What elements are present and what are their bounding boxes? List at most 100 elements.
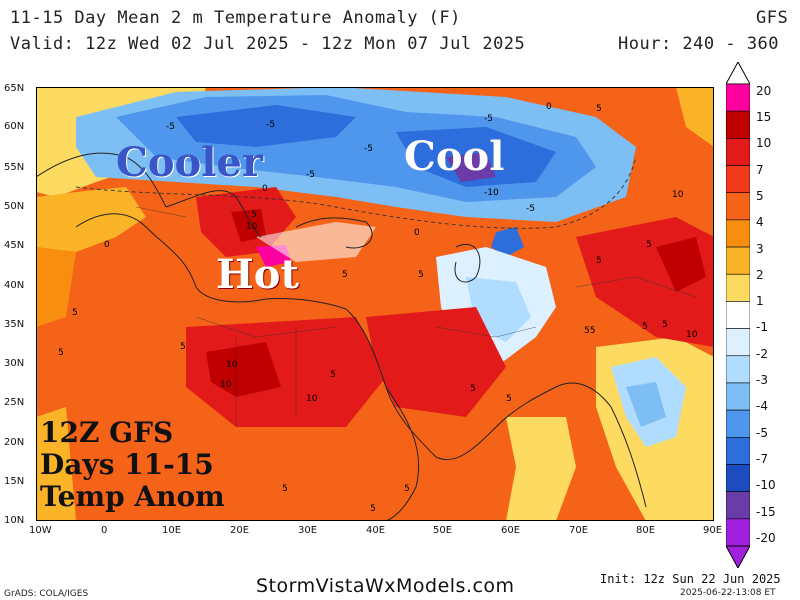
zone-iberia <box>36 247 76 327</box>
lon-label-20e: 20E <box>230 525 250 536</box>
colorbar-bottom-arrow <box>726 545 750 568</box>
lon-label-60e: 60E <box>501 525 521 536</box>
stamp-line-model: 12Z GFS <box>40 416 174 449</box>
contour-label: -5 <box>166 122 175 132</box>
lat-label-45n: 45N <box>4 240 25 251</box>
zone-sahara-core <box>206 342 281 397</box>
contour-label: 5 <box>470 384 476 394</box>
site-credit: StormVistaWxModels.com <box>256 575 515 597</box>
colorbar-label: -10 <box>756 478 776 492</box>
colorbar-label: -7 <box>756 452 768 466</box>
colorbar-step <box>726 436 750 465</box>
model-stamp: 12Z GFS Days 11-15 Temp Anom <box>40 417 225 513</box>
contour-label: 5 <box>251 210 257 220</box>
colorbar-label: 1 <box>756 294 764 308</box>
contour-label: 5 <box>418 270 424 280</box>
lat-label-65n: 65N <box>4 83 25 94</box>
colorbar-label: -1 <box>756 320 768 334</box>
render-timestamp: 2025-06-22-13:08 ET <box>680 588 776 598</box>
map-title: 11-15 Day Mean 2 m Temperature Anomaly (… <box>10 8 461 28</box>
colorbar-label: 2 <box>756 268 764 282</box>
contour-label: 0 <box>414 228 420 238</box>
colorbar-label: -2 <box>756 347 768 361</box>
contour-label: 5 <box>596 104 602 114</box>
lat-label-15n: 15N <box>4 476 25 487</box>
colorbar-step <box>726 409 750 438</box>
contour-label: 5 <box>72 308 78 318</box>
lon-label-30e: 30E <box>298 525 318 536</box>
cooler-annotation: Cooler <box>116 139 263 186</box>
colorbar-label: -20 <box>756 531 776 545</box>
colorbar-step <box>726 192 750 221</box>
colorbar-label: -4 <box>756 399 768 413</box>
contour-label: 10 <box>672 190 684 200</box>
lon-label-80e: 80E <box>636 525 656 536</box>
stamp-line-variable: Temp Anom <box>40 480 225 513</box>
colorbar-label: -3 <box>756 373 768 387</box>
colorbar-step <box>726 491 750 520</box>
colorbar-step <box>726 328 750 357</box>
contour-label: -5 <box>364 144 373 154</box>
lat-label-20n: 20N <box>4 437 25 448</box>
contour-label: 0 <box>262 184 268 194</box>
zone-china-core <box>656 237 706 292</box>
zone-coldest <box>446 152 496 182</box>
colorbar-label: 3 <box>756 242 764 256</box>
colorbar-label: 15 <box>756 110 772 124</box>
contour-label: 5 <box>642 322 648 332</box>
lat-label-40n: 40N <box>4 280 25 291</box>
contour-label: -5 <box>526 204 535 214</box>
cool-annotation: Cool <box>404 133 505 180</box>
contour-label: 10 <box>306 394 318 404</box>
contour-label: 5 <box>370 504 376 514</box>
colorbar-step <box>726 246 750 275</box>
colorbar-steps <box>726 83 750 547</box>
coastlines <box>36 152 647 521</box>
lon-label-10w: 10W <box>29 525 52 536</box>
lat-label-25n: 25N <box>4 397 25 408</box>
lon-label-50e: 50E <box>433 525 453 536</box>
zone-neutral-patch <box>256 222 376 262</box>
lat-label-60n: 60N <box>4 121 25 132</box>
map-canvas: -5 -5 -5 -5 -5 -5 -10 0 0 0 0 10 10 10 1… <box>36 87 714 521</box>
contour-label: -10 <box>484 188 499 198</box>
lon-label-10e: 10E <box>162 525 182 536</box>
lat-label-30n: 30N <box>4 358 25 369</box>
contour-label: -5 <box>306 170 315 180</box>
colorbar-step <box>726 355 750 384</box>
lat-label-10n: 10N <box>4 515 25 526</box>
lat-label-55n: 55N <box>4 162 25 173</box>
colorbar-step <box>726 138 750 166</box>
grads-credit: GrADS: COLA/IGES <box>4 589 89 599</box>
colorbar-label: 7 <box>756 163 764 177</box>
zone-mild-west <box>36 187 146 252</box>
lon-label-90e: 90E <box>703 525 723 536</box>
colorbar-step <box>726 518 750 547</box>
contour-label: 0 <box>104 240 110 250</box>
contour-label: 10 <box>686 330 698 340</box>
init-time: Init: 12z Sun 22 Jun 2025 <box>600 572 781 586</box>
colorbar-label: 4 <box>756 215 764 229</box>
colorbar-label: -15 <box>756 505 776 519</box>
stamp-line-days: Days 11-15 <box>40 448 214 481</box>
zone-cold-spot <box>491 227 524 257</box>
lon-label-0: 0 <box>101 525 108 536</box>
zone-arabian-sea <box>506 417 576 521</box>
colorbar-step <box>726 464 750 492</box>
contour-label: 10 <box>226 360 238 370</box>
colorbar <box>726 62 750 568</box>
contour-label: 5 <box>662 320 668 330</box>
colorbar-step <box>726 382 750 411</box>
colorbar-top-arrow <box>726 62 750 85</box>
colorbar-label: 5 <box>756 189 764 203</box>
contour-label: -5 <box>484 114 493 124</box>
forecast-hour: Hour: 240 - 360 <box>618 34 780 54</box>
colorbar-step <box>726 301 750 329</box>
contour-label: 5 <box>404 484 410 494</box>
contour-label: 5 <box>646 240 652 250</box>
colorbar-step <box>726 273 750 302</box>
colorbar-step <box>726 219 750 248</box>
lat-label-35n: 35N <box>4 319 25 330</box>
temperature-anomaly-map: -5 -5 -5 -5 -5 -5 -10 0 0 0 0 10 10 10 1… <box>36 87 714 521</box>
contour-label: 5 <box>282 484 288 494</box>
